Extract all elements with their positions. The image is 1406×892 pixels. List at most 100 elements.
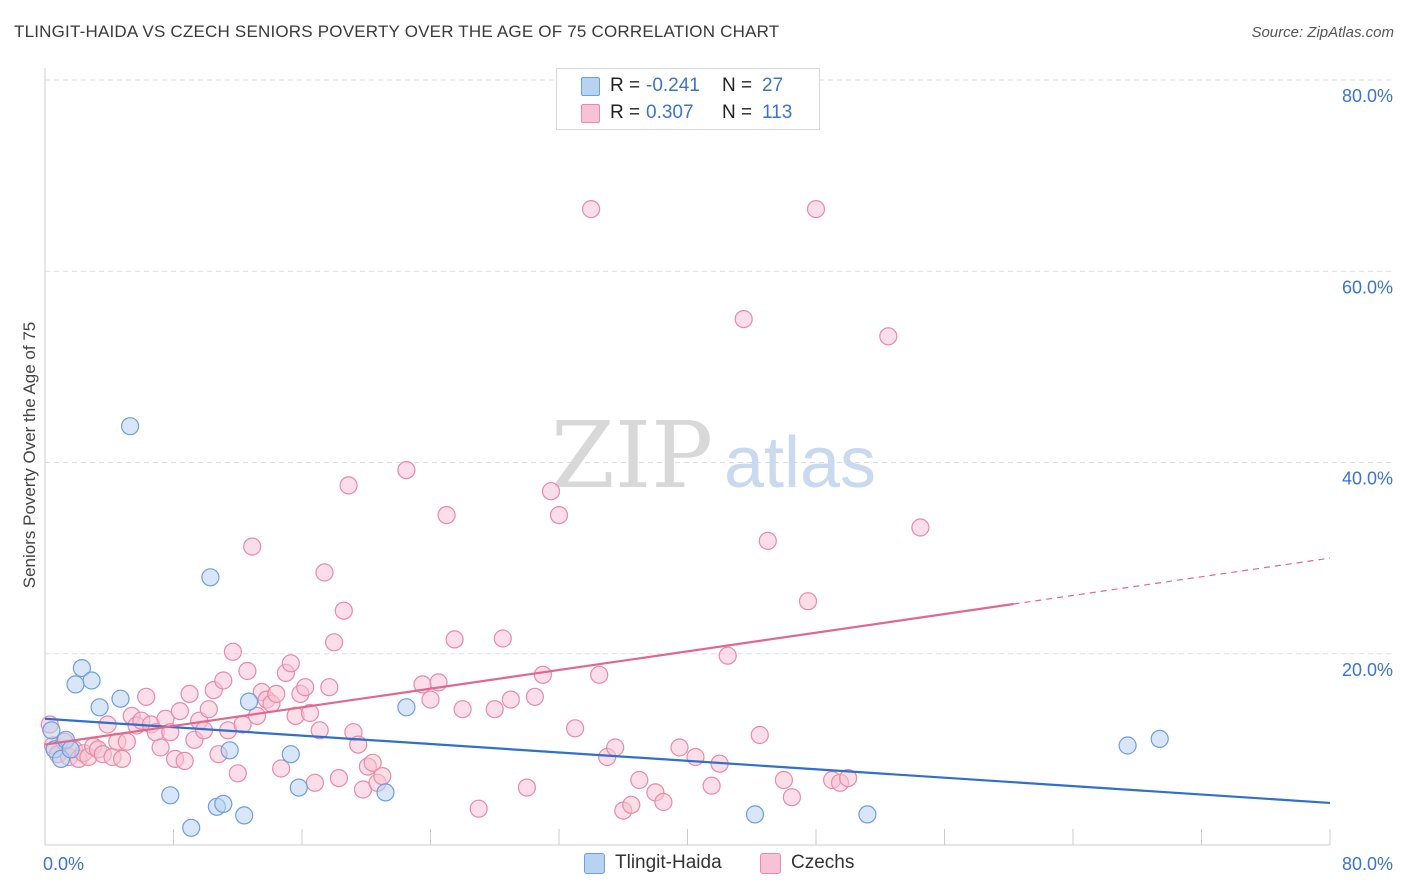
point-czechs (175, 751, 194, 771)
point-czechs (320, 678, 339, 697)
point-czechs (549, 505, 569, 525)
point-czechs (310, 721, 329, 740)
point-czechs (565, 719, 585, 738)
legend-n-value: 27 (762, 75, 784, 96)
point-czechs (272, 759, 291, 778)
point-tlingit-haida (214, 794, 233, 814)
point-czechs (223, 642, 242, 661)
point-tlingit-haida (376, 783, 395, 802)
point-tlingit-haida (239, 692, 259, 711)
point-czechs (750, 725, 769, 745)
point-tlingit-haida (397, 698, 416, 717)
point-czechs (363, 753, 382, 772)
point-czechs (180, 684, 199, 704)
point-czechs (838, 768, 858, 788)
y-tick-label: 40.0% (1342, 469, 1393, 489)
point-czechs (469, 799, 488, 818)
point-czechs (397, 461, 416, 480)
chart-source: Source: ZipAtlas.com (1251, 24, 1394, 41)
point-czechs (911, 518, 930, 537)
trend-line-tlingit-haida (44, 717, 1331, 805)
watermark: ZIP atlas (551, 402, 876, 509)
point-czechs (630, 770, 649, 790)
point-czechs (485, 700, 504, 719)
point-tlingit-haida (745, 805, 765, 824)
point-czechs (243, 537, 262, 556)
point-tlingit-haida (90, 698, 109, 717)
point-tlingit-haida (42, 721, 61, 740)
stats-legend: R = -0.241 N = 27 R = 0.307 N = 113 (556, 68, 820, 130)
y-tick-label: 20.0% (1342, 660, 1393, 680)
watermark-atlas: atlas (724, 423, 876, 503)
point-czechs (686, 747, 705, 767)
point-tlingit-haida (111, 689, 130, 708)
point-czechs (300, 703, 320, 723)
series-legend-tlingit-haida[interactable]: Tlingit-Haida (584, 852, 722, 874)
points-layer (40, 200, 1169, 837)
point-czechs (782, 788, 802, 807)
trend-line-czechs-extension (1013, 557, 1331, 605)
point-tlingit-haida (858, 805, 877, 824)
point-czechs (329, 768, 348, 788)
legend-swatch-blue (581, 76, 600, 96)
x-tick-label: 80.0% (1342, 854, 1393, 874)
point-czechs (758, 531, 777, 551)
point-czechs (325, 633, 344, 652)
point-tlingit-haida (182, 818, 201, 837)
point-czechs (199, 700, 218, 719)
point-czechs (590, 665, 609, 684)
point-tlingit-haida (235, 806, 254, 825)
point-czechs (702, 776, 721, 795)
point-czechs (334, 601, 353, 620)
point-czechs (137, 687, 156, 706)
grid-layer (45, 79, 1392, 655)
legend-n-value: 113 (762, 102, 793, 123)
series-legend-label: Czechs (791, 852, 855, 873)
y-tick-label: 80.0% (1342, 86, 1393, 106)
point-czechs (170, 701, 189, 721)
point-tlingit-haida (281, 745, 300, 764)
point-tlingit-haida (201, 568, 220, 587)
point-czechs (151, 738, 170, 757)
point-tlingit-haida (220, 741, 239, 760)
point-tlingit-haida (1118, 736, 1137, 755)
legend-r-label: R = (610, 75, 641, 96)
point-czechs (670, 738, 689, 757)
series-legend: Tlingit-Haida Czechs (0, 852, 1406, 878)
legend-n-label: N = (722, 102, 753, 123)
point-czechs (806, 200, 826, 219)
point-czechs (445, 630, 464, 649)
trend-layer (44, 557, 1331, 805)
point-czechs (437, 505, 456, 525)
point-czechs (339, 476, 358, 495)
point-czechs (98, 715, 117, 734)
trend-line-czechs (44, 602, 1014, 746)
watermark-zip: ZIP (551, 402, 713, 509)
point-czechs (734, 310, 753, 329)
legend-r-label: R = (610, 102, 641, 123)
legend-swatch-blue (584, 852, 605, 874)
series-legend-czechs[interactable]: Czechs (760, 852, 854, 874)
legend-swatch-pink (581, 103, 600, 123)
tick-labels: 20.0% 40.0% 60.0% 80.0% 0.0% 80.0% (43, 86, 1393, 874)
point-tlingit-haida (72, 658, 92, 678)
point-czechs (315, 563, 334, 582)
point-tlingit-haida (61, 740, 80, 759)
point-czechs (798, 592, 818, 611)
legend-row-czechs: R = 0.307 N = 113 (581, 101, 792, 125)
point-czechs (117, 732, 137, 751)
point-czechs (525, 687, 545, 706)
point-czechs (214, 671, 233, 690)
point-czechs (533, 665, 553, 684)
legend-r-value: 0.307 (646, 102, 694, 123)
point-tlingit-haida (66, 675, 85, 694)
point-czechs (421, 690, 440, 709)
point-czechs (517, 778, 537, 797)
point-czechs (581, 200, 601, 219)
point-czechs (267, 684, 286, 704)
point-czechs (622, 795, 641, 814)
point-czechs (718, 646, 737, 665)
point-tlingit-haida (161, 786, 180, 805)
legend-row-tlingit-haida: R = -0.241 N = 27 (581, 74, 783, 98)
